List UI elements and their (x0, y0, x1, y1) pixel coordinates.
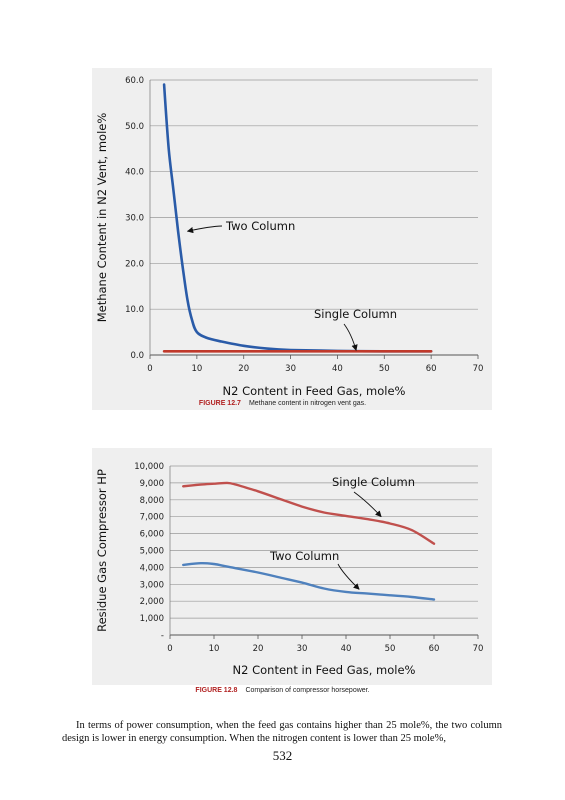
y-tick-label: 3,000 (140, 580, 164, 590)
figure-caption-text: Comparison of compressor horsepower. (245, 687, 370, 694)
x-axis-title: N2 Content in Feed Gas, mole% (233, 663, 416, 677)
y-axis-title: Methane Content in N2 Vent, mole% (95, 113, 109, 323)
annotation-label: Single Column (314, 307, 397, 321)
y-tick-label: 5,000 (140, 547, 164, 557)
figure-12-8-caption: FIGURE 12.8 Comparison of compressor hors… (0, 687, 565, 694)
y-tick-label: 1,000 (140, 614, 164, 624)
y-tick-label: - (161, 631, 164, 641)
x-tick-label: 10 (191, 364, 202, 374)
y-tick-label: 60.0 (125, 76, 144, 86)
annotation-label: Two Column (225, 219, 295, 233)
x-tick-label: 10 (209, 644, 220, 654)
x-tick-label: 20 (253, 644, 264, 654)
page-number: 532 (272, 748, 293, 763)
x-tick-label: 40 (341, 644, 352, 654)
annotation-arrow (337, 563, 360, 590)
y-tick-label: 20.0 (125, 259, 144, 269)
annotation-label: Single Column (332, 475, 415, 489)
y-tick-label: 30.0 (125, 214, 144, 224)
y-tick-label: 40.0 (125, 168, 144, 178)
y-tick-label: 7,000 (140, 513, 164, 523)
figure-number: FIGURE 12.7 (198, 400, 241, 407)
series-line-single-column (182, 481, 436, 545)
y-tick-label: 6,000 (140, 530, 164, 540)
annotation-arrow (353, 491, 382, 518)
y-tick-label: 2,000 (140, 597, 164, 607)
x-tick-label: 60 (426, 364, 437, 374)
x-tick-label: 40 (332, 364, 343, 374)
methane-vent-chart-svg: 0.0 10.0 20.0 30.0 40.0 50.0 60.0 0 10 20 30 40 50 60… (95, 76, 484, 398)
y-tick-label: 0.0 (130, 351, 144, 361)
annotation-label: Two Column (269, 549, 339, 563)
x-tick-label: 70 (473, 364, 484, 374)
x-tick-label: 0 (147, 364, 152, 374)
x-axis-title: N2 Content in Feed Gas, mole% (223, 384, 406, 398)
x-tick-label: 30 (285, 364, 296, 374)
x-tick-label: 50 (385, 644, 396, 654)
compressor-hp-chart-svg: - 1,000 2,000 3,000 4,000 5,000 6,000 7,000 8,00… (95, 462, 484, 677)
y-tick-label: 10,000 (134, 462, 164, 472)
x-tick-label: 20 (238, 364, 249, 374)
x-tick-label: 0 (167, 644, 172, 654)
y-tick-label: 8,000 (140, 496, 164, 506)
figure-caption-text: Methane content in nitrogen vent gas. (248, 400, 367, 407)
x-tick-label: 70 (473, 644, 484, 654)
figure-12-7-caption: FIGURE 12.7 Methane content in nitrogen v… (0, 400, 565, 407)
annotation-arrow (343, 323, 358, 352)
compressor-hp-chart: - 1,000 2,000 3,000 4,000 5,000 6,000 7,000 8,00… (92, 448, 492, 685)
y-tick-label: 50.0 (125, 122, 144, 132)
series-line-two-column (182, 561, 436, 601)
body-paragraph: In terms of power consumption, when the … (62, 719, 502, 744)
x-tick-label: 30 (297, 644, 308, 654)
x-tick-label: 60 (429, 644, 440, 654)
y-tick-label: 9,000 (140, 479, 164, 489)
y-tick-label: 4,000 (140, 563, 164, 573)
annotation-arrow (186, 225, 223, 234)
x-tick-label: 50 (379, 364, 390, 374)
y-axis-title: Residue Gas Compressor HP (95, 469, 109, 632)
figure-number: FIGURE 12.8 (195, 687, 238, 694)
y-tick-label: 10.0 (125, 305, 144, 315)
methane-vent-chart: 0.0 10.0 20.0 30.0 40.0 50.0 60.0 0 10 20 30 40 50 60… (92, 68, 492, 410)
